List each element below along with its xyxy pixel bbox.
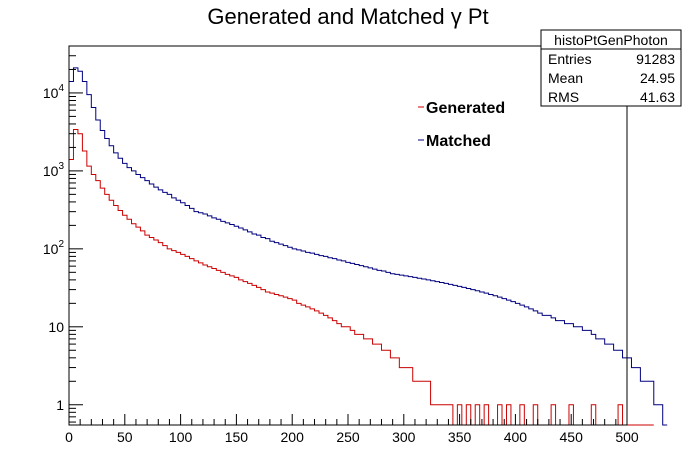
y-tick-label: 102 <box>43 239 65 257</box>
series-layer <box>68 67 668 426</box>
y-tick-label: 104 <box>43 83 65 101</box>
stats-label-mean: Mean <box>548 70 583 86</box>
x-tick-label: 400 <box>504 429 528 445</box>
stats-label-entries: Entries <box>548 51 592 67</box>
y-tick-label: 10 <box>48 319 64 335</box>
legend-label-matched: Matched <box>426 133 491 150</box>
stats-value-rms: 41.63 <box>640 89 675 105</box>
x-axis: 0 50 100 150 200 250 300 350 400 450 500 <box>65 414 639 445</box>
x-tick-label: 500 <box>615 429 639 445</box>
stats-value-entries: 91283 <box>636 51 675 67</box>
chart-title: Generated and Matched γ Pt <box>207 4 488 29</box>
x-tick-label: 100 <box>169 429 193 445</box>
legend: Generated Matched <box>418 100 505 150</box>
y-tick-label: 1 <box>56 397 64 413</box>
stats-label-rms: RMS <box>548 89 579 105</box>
stats-box-frame <box>540 29 682 107</box>
stats-box: histoPtGenPhoton Entries 91283 Mean 24.95 RMS… <box>540 29 682 107</box>
y-tick-label: 103 <box>43 161 65 179</box>
x-tick-label: 350 <box>448 429 472 445</box>
x-tick-label: 150 <box>225 429 249 445</box>
x-tick-label: 200 <box>281 429 305 445</box>
y-axis: 1 10 102 103 104 <box>43 45 83 423</box>
series-line-matched <box>68 67 668 426</box>
stats-box-name: histoPtGenPhoton <box>554 32 668 48</box>
stats-value-mean: 24.95 <box>640 70 675 86</box>
x-tick-label: 0 <box>65 429 73 445</box>
x-tick-label: 250 <box>336 429 360 445</box>
series-line-generated <box>68 128 654 426</box>
x-tick-label: 300 <box>392 429 416 445</box>
x-tick-label: 450 <box>560 429 584 445</box>
x-tick-label: 50 <box>117 429 133 445</box>
legend-label-generated: Generated <box>426 100 505 117</box>
